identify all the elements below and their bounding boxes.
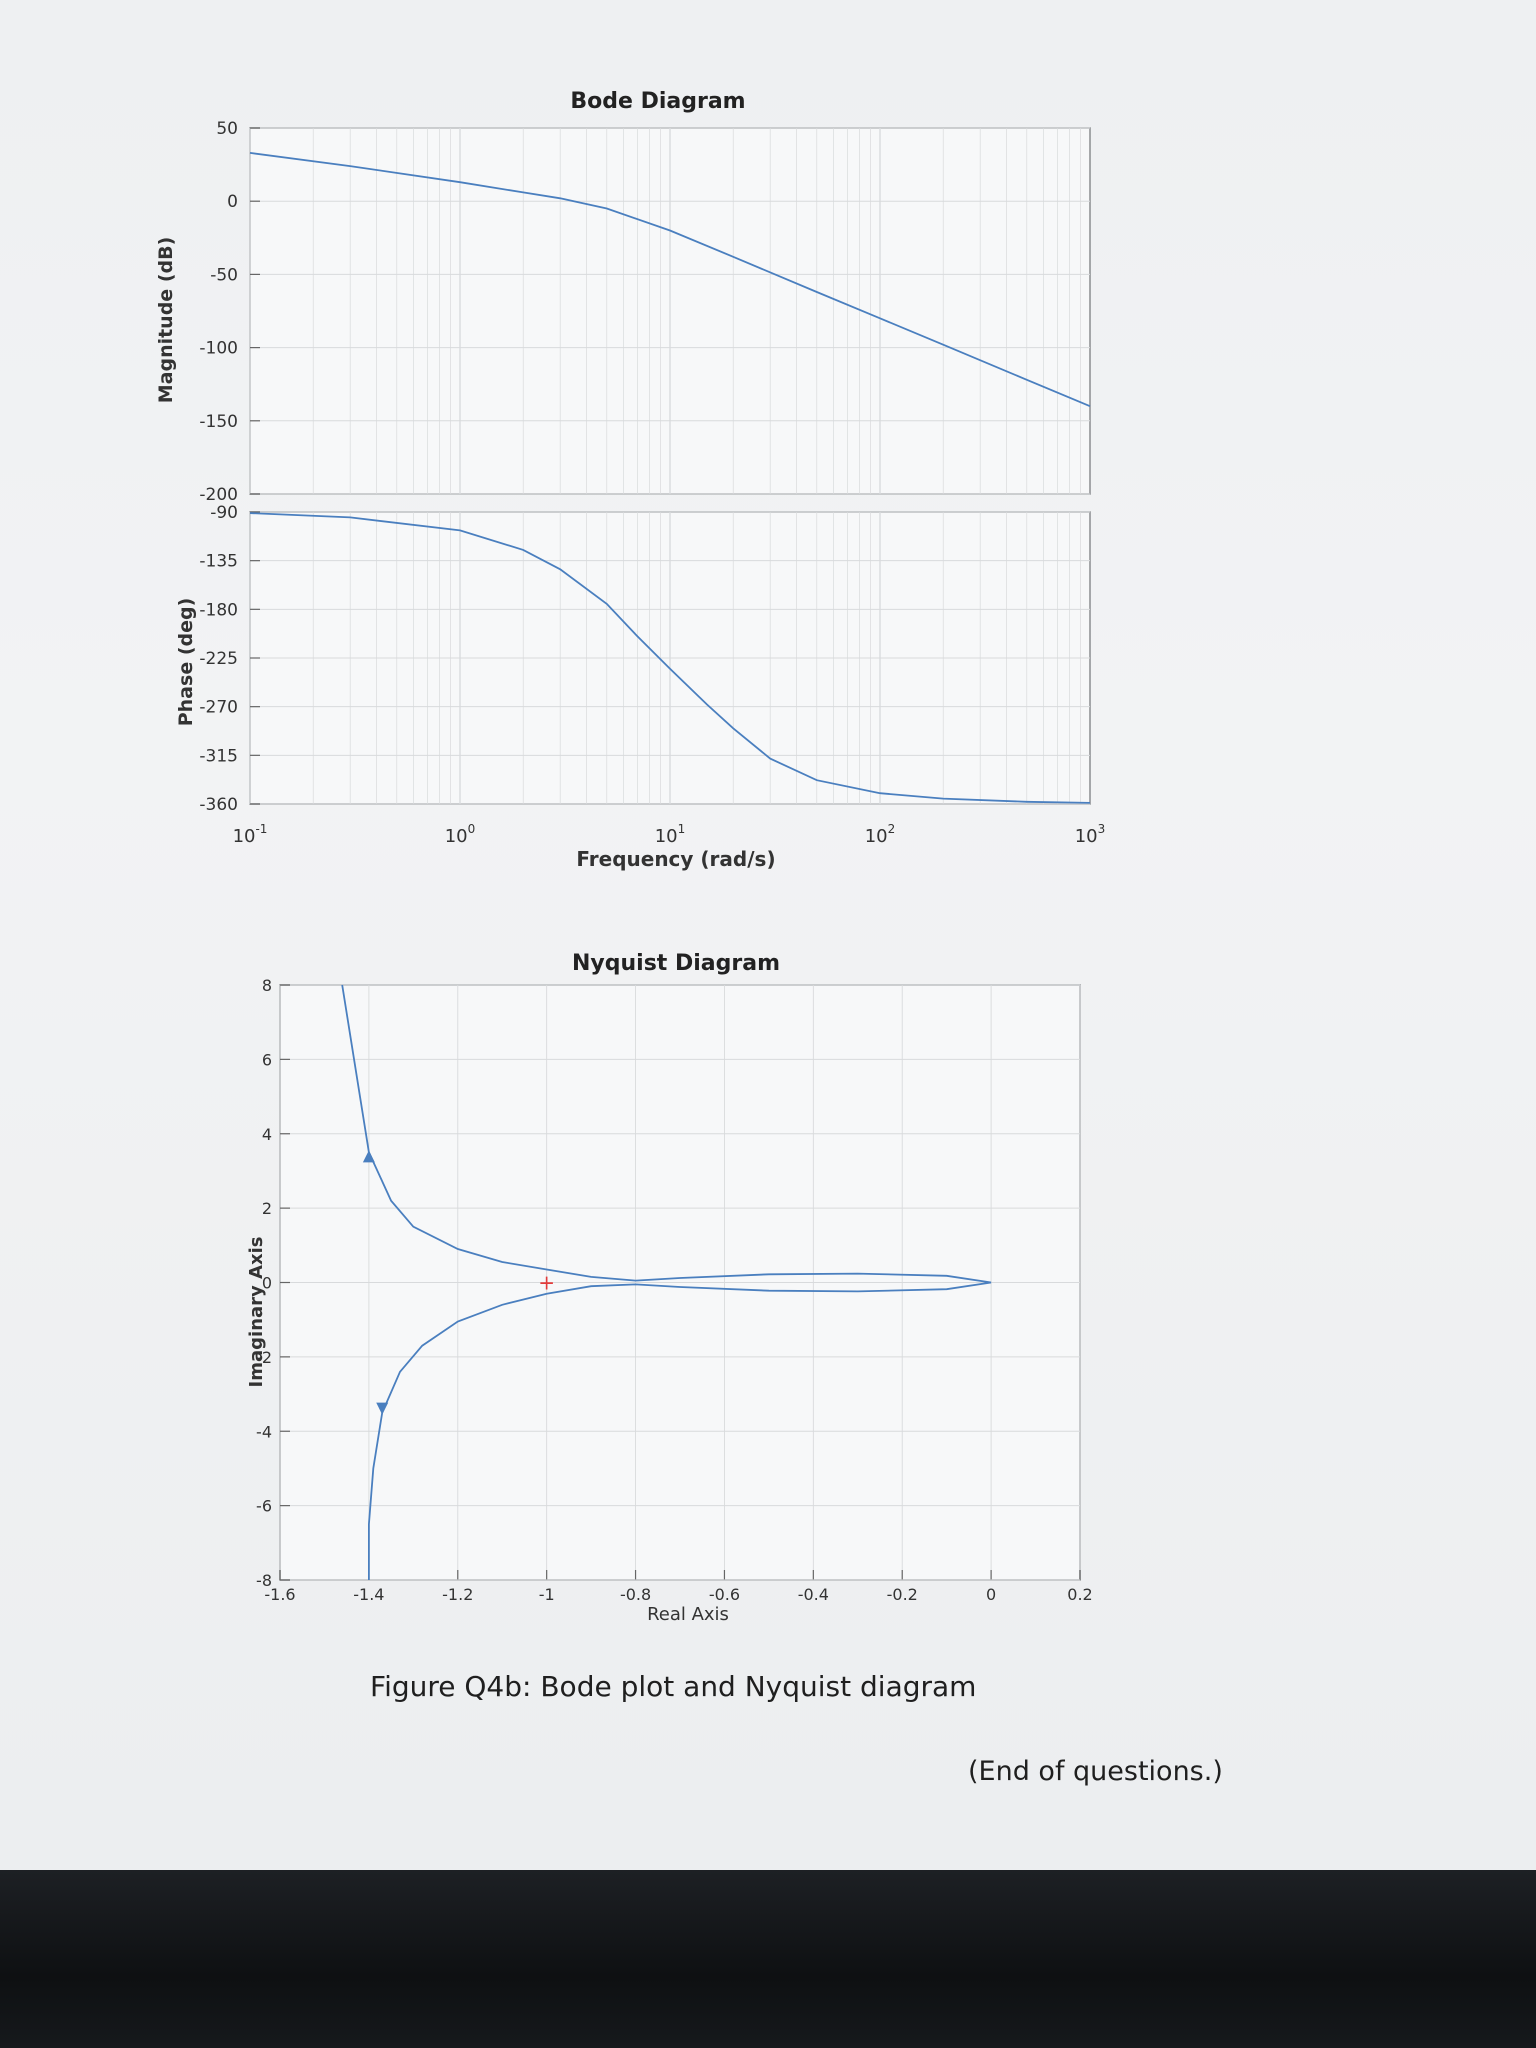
bode-phase-plot: -90 -135 -180 -225 -270 -315 -360 xyxy=(199,503,1091,815)
y-tick-label: 4 xyxy=(262,1125,272,1144)
y-tick-label: 2 xyxy=(262,1199,272,1218)
x-tick-label: -0.2 xyxy=(887,1585,918,1604)
nyquist-plot: -1.6 -1.4 -1.2 -1 -0.8 -0.6 -0.4 -0.2 0 0.2 8 6 4 2 0 -… xyxy=(256,976,1093,1604)
y-tick-label: -6 xyxy=(256,1497,272,1516)
y-tick-label: -360 xyxy=(199,795,238,815)
monitor-bezel xyxy=(0,1870,1536,2048)
bode-title: Bode Diagram xyxy=(570,89,745,114)
x-tick-label: 103 xyxy=(1075,822,1106,847)
y-tick-label: -100 xyxy=(199,339,238,359)
figure-caption: Figure Q4b: Bode plot and Nyquist diagra… xyxy=(370,1670,977,1703)
critical-point-marker: + xyxy=(538,1271,555,1295)
y-tick-label: -4 xyxy=(256,1422,272,1441)
y-tick-label: 6 xyxy=(262,1050,272,1069)
x-tick-label: 10-1 xyxy=(233,822,268,847)
y-tick-label: -225 xyxy=(199,649,238,669)
series-line xyxy=(249,512,1091,804)
bode-x-ticks: 10-1 100 101 102 103 xyxy=(233,822,1106,847)
nyquist-branch xyxy=(367,1281,992,1580)
y-tick-label: -200 xyxy=(199,485,238,505)
bode-xlabel: Frequency (rad/s) xyxy=(576,847,775,871)
magnitude-ylabel: Magnitude (dB) xyxy=(155,237,177,404)
direction-arrow xyxy=(362,1150,375,1163)
nyquist-branch xyxy=(341,984,992,1284)
y-tick-label: 0 xyxy=(262,1274,272,1293)
end-note: (End of questions.) xyxy=(968,1756,1223,1787)
y-tick-label: -150 xyxy=(199,412,238,432)
x-tick-label: -1.2 xyxy=(442,1585,473,1604)
phase-ylabel: Phase (deg) xyxy=(175,598,197,727)
x-tick-label: 0.2 xyxy=(1067,1585,1092,1604)
y-tick-label: -315 xyxy=(199,746,238,766)
y-tick-label: -135 xyxy=(199,552,238,572)
x-tick-label: -1.6 xyxy=(264,1585,295,1604)
nyquist-xlabel: Real Axis xyxy=(647,1604,729,1625)
bode-magnitude-plot: 50 0 -50 -100 -150 -200 xyxy=(199,119,1091,505)
y-tick-label: -270 xyxy=(199,698,238,718)
y-tick-label: -90 xyxy=(210,503,238,523)
x-tick-label: -1.4 xyxy=(353,1585,384,1604)
x-tick-label: -0.4 xyxy=(798,1585,829,1604)
y-tick-label: -8 xyxy=(256,1571,272,1590)
x-tick-label: 101 xyxy=(655,822,686,847)
nyquist-ylabel: Imaginary Axis xyxy=(246,1237,267,1388)
direction-arrow xyxy=(376,1402,389,1415)
nyquist-title: Nyquist Diagram xyxy=(572,951,780,976)
y-tick-label: -2 xyxy=(256,1348,272,1367)
x-tick-label: 0 xyxy=(986,1585,996,1604)
y-tick-label: -180 xyxy=(199,600,238,620)
y-tick-label: 8 xyxy=(262,976,272,995)
series-line xyxy=(249,152,1091,408)
x-tick-label: -0.6 xyxy=(709,1585,740,1604)
x-tick-label: 100 xyxy=(445,822,476,847)
x-tick-label: -1 xyxy=(539,1585,555,1604)
y-tick-label: 0 xyxy=(227,192,238,212)
y-tick-label: -50 xyxy=(210,265,238,285)
y-tick-label: 50 xyxy=(216,119,238,139)
x-tick-label: 102 xyxy=(865,822,896,847)
x-tick-label: -0.8 xyxy=(620,1585,651,1604)
